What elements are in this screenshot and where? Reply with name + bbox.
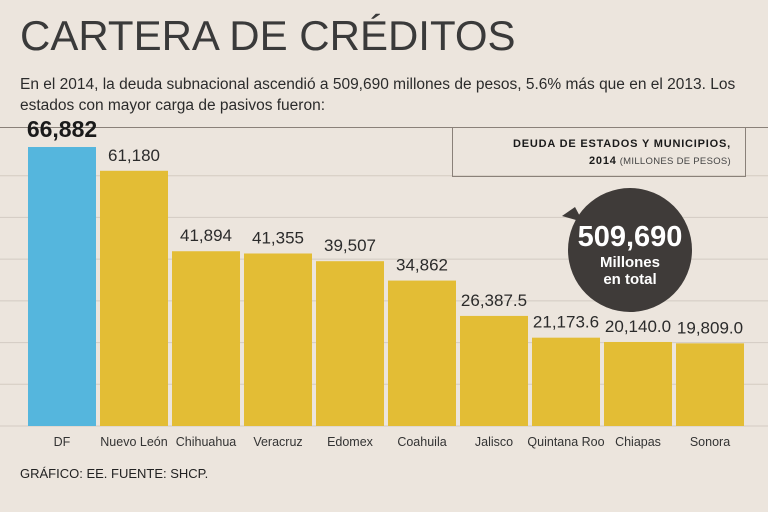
category-label: Chihuahua (176, 435, 237, 449)
bar-sonora (676, 343, 744, 426)
value-label: 61,180 (108, 146, 160, 165)
value-label: 21,173.6 (533, 313, 599, 332)
chart-subtitle: En el 2014, la deuda subnacional ascendi… (20, 76, 736, 114)
value-label: 66,882 (27, 116, 97, 142)
value-label: 34,862 (396, 256, 448, 275)
bar-chiapas (604, 341, 672, 426)
bubble-total-value: 509,690 (578, 221, 683, 253)
category-label: Sonora (690, 435, 730, 449)
bars (28, 147, 744, 426)
category-label: Coahuila (397, 435, 446, 449)
category-label: Nuevo León (100, 435, 167, 449)
value-label: 41,355 (252, 228, 304, 247)
category-labels: DF Nuevo León Chihuahua Veracruz Edomex Coahu… (54, 435, 731, 449)
bar-jalisco (460, 315, 528, 426)
bar-quintana-roo (532, 337, 600, 426)
category-label: Edomex (327, 435, 374, 449)
value-labels: 66,882 61,180 41,894 41,355 39,507 34,862 26,3… (27, 116, 743, 337)
value-label: 41,894 (180, 226, 232, 245)
bar-edomex (316, 261, 384, 426)
bubble-line2: en total (603, 271, 656, 288)
value-label: 20,140.0 (605, 317, 671, 336)
chart-title: CARTERA DE CRÉDITOS (20, 12, 516, 59)
category-label: DF (54, 435, 71, 449)
legend-box: DEUDA DE ESTADOS Y MUNICIPIOS, 2014 (MIL… (452, 127, 746, 177)
value-label: 19,809.0 (677, 318, 743, 337)
header-rule (0, 127, 768, 128)
category-label: Quintana Roo (527, 435, 604, 449)
bar-veracruz (244, 253, 312, 426)
total-bubble: 509,690 Millones en total (562, 188, 692, 312)
bar-nuevo-león (100, 170, 168, 426)
bar-coahuila (388, 280, 456, 426)
bar-chihuahua (172, 251, 240, 426)
legend-unit: (MILLONES DE PESOS) (619, 156, 731, 167)
legend-year: 2014 (588, 155, 617, 167)
value-label: 39,507 (324, 236, 376, 255)
legend-line1: DEUDA DE ESTADOS Y MUNICIPIOS, (513, 138, 731, 150)
category-label: Veracruz (253, 435, 302, 449)
bar-df (28, 147, 96, 426)
source-note: GRÁFICO: EE. FUENTE: SHCP. (20, 466, 209, 481)
category-label: Jalisco (475, 435, 513, 449)
bubble-circle (568, 188, 692, 312)
bubble-line1: Millones (600, 254, 660, 271)
category-label: Chiapas (615, 435, 661, 449)
value-label: 26,387.5 (461, 291, 527, 310)
